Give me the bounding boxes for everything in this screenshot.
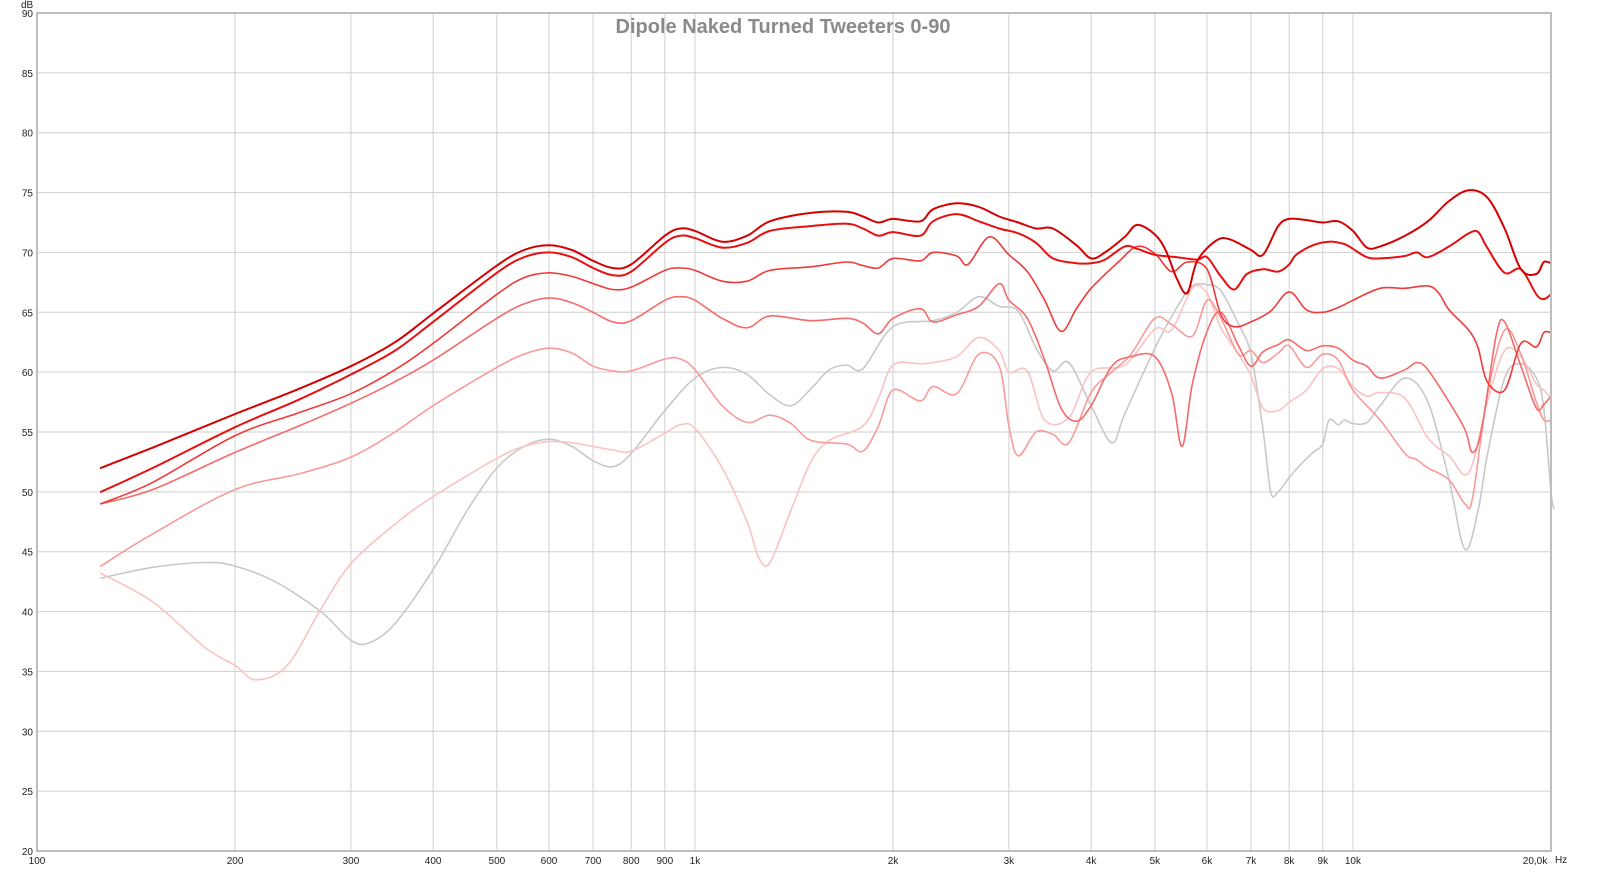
y-tick-label: 60	[22, 368, 34, 379]
x-tick-label: 4k	[1086, 856, 1098, 867]
series-line-1	[99, 189, 1552, 469]
y-tick-label: 40	[22, 608, 34, 619]
y-tick-label: 25	[22, 787, 34, 798]
plot-frame	[36, 12, 1552, 852]
x-tick-label: 5k	[1150, 856, 1162, 867]
x-tick-label: 9k	[1318, 856, 1330, 867]
y-tick-label: 85	[22, 69, 34, 80]
y-tick-label: 65	[22, 308, 34, 319]
y-axis: 20 25 30 35 40 45 50 55 60 65 70 75 80 85 90	[22, 9, 34, 858]
x-tick-label: 3k	[1004, 856, 1016, 867]
series-line-6	[100, 284, 1552, 681]
x-tick-label: 7k	[1246, 856, 1258, 867]
x-tick-label: 100	[29, 856, 46, 867]
y-tick-label: 50	[22, 488, 34, 499]
y-tick-label: 20	[22, 847, 34, 858]
series-line-3	[100, 236, 1552, 505]
x-tick-label: 800	[623, 856, 640, 867]
y-axis-label: dB	[21, 0, 34, 11]
chart-title: Dipole Naked Turned Tweeters 0-90	[616, 16, 951, 38]
series-line-4	[100, 282, 1552, 505]
x-tick-label: 6k	[1202, 856, 1214, 867]
series-line-5	[100, 299, 1552, 567]
series-line-2	[99, 213, 1552, 493]
x-tick-label: 20,0k	[1523, 856, 1548, 867]
y-tick-label: 30	[22, 727, 34, 738]
x-tick-label: 2k	[888, 856, 900, 867]
x-tick-label: 400	[425, 856, 442, 867]
y-tick-label: 80	[22, 129, 34, 140]
x-tick-label: 600	[541, 856, 558, 867]
x-tick-label: 1k	[690, 856, 702, 867]
series-line-7	[100, 282, 1555, 646]
x-tick-label: 10k	[1345, 856, 1362, 867]
y-tick-label: 75	[22, 189, 34, 200]
x-axis: 100 200 300 400 500 600 700 800 900 1k 2k 3k 4k 5k 6k 7…	[29, 856, 1549, 867]
y-tick-label: 55	[22, 428, 34, 439]
x-tick-label: 200	[227, 856, 244, 867]
y-tick-label: 90	[22, 9, 34, 20]
x-tick-label: 500	[489, 856, 506, 867]
x-tick-label: 300	[343, 856, 360, 867]
y-tick-label: 45	[22, 548, 34, 559]
x-tick-label: 8k	[1284, 856, 1296, 867]
series-group	[99, 189, 1555, 681]
x-tick-label: 900	[657, 856, 674, 867]
y-tick-label: 70	[22, 248, 34, 259]
y-tick-label: 35	[22, 667, 34, 678]
x-tick-label: 700	[585, 856, 602, 867]
x-axis-unit: Hz	[1555, 855, 1567, 866]
